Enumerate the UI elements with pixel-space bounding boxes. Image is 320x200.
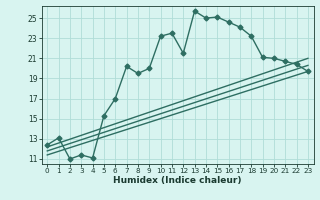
X-axis label: Humidex (Indice chaleur): Humidex (Indice chaleur) — [113, 176, 242, 185]
